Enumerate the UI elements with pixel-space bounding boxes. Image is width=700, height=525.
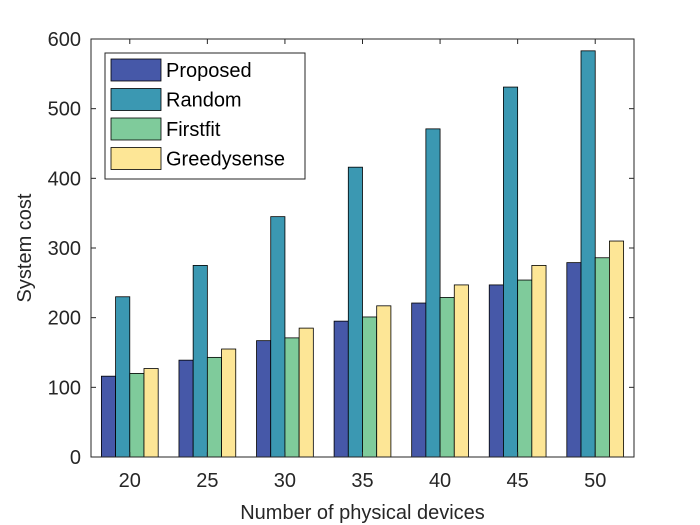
bar-proposed-25 — [178, 359, 194, 458]
bar-firstfit-30 — [284, 337, 300, 458]
x-tick-label: 35 — [351, 470, 373, 492]
legend-swatch-greedysense — [110, 147, 162, 170]
bar-random-30 — [270, 216, 286, 458]
bar-firstfit-25 — [206, 356, 222, 458]
legend-label-proposed: Proposed — [166, 60, 252, 82]
bar-firstfit-45 — [517, 279, 533, 458]
bar-firstfit-20 — [129, 372, 145, 458]
bar-proposed-50 — [566, 262, 582, 458]
x-tick-label: 50 — [584, 470, 606, 492]
bar-random-50 — [580, 50, 596, 458]
bar-random-20 — [115, 296, 131, 458]
bar-greedysense-30 — [298, 327, 314, 458]
legend-swatch-random — [110, 88, 162, 111]
y-tick-label: 500 — [48, 99, 81, 121]
x-axis-label: Number of physical devices — [240, 502, 485, 524]
legend-label-firstfit: Firstfit — [166, 119, 221, 141]
bar-firstfit-50 — [594, 257, 610, 458]
y-tick-label: 100 — [48, 377, 81, 399]
x-tick-label: 40 — [429, 470, 451, 492]
y-axis-label: System cost — [14, 193, 36, 302]
x-tick-label: 20 — [119, 470, 141, 492]
bar-firstfit-40 — [439, 297, 455, 458]
bar-greedysense-40 — [453, 284, 469, 458]
bar-proposed-30 — [256, 340, 272, 458]
bar-proposed-20 — [100, 375, 116, 458]
bar-greedysense-25 — [221, 348, 237, 458]
legend-label-greedysense: Greedysense — [166, 149, 285, 171]
bar-proposed-40 — [411, 302, 427, 458]
y-tick-label: 200 — [48, 308, 81, 330]
bar-random-35 — [347, 166, 363, 458]
legend: Proposed Random Firstfit Greedysense — [104, 52, 306, 180]
bar-proposed-45 — [488, 284, 504, 458]
x-tick-label: 45 — [507, 470, 529, 492]
bar-greedysense-35 — [376, 305, 392, 458]
legend-swatch-firstfit — [110, 117, 162, 141]
x-tick-label: 30 — [274, 470, 296, 492]
bars-layer — [100, 50, 625, 458]
y-tick-label: 0 — [70, 447, 81, 469]
bar-greedysense-20 — [143, 368, 159, 458]
bar-proposed-35 — [333, 320, 349, 458]
legend-label-random: Random — [166, 90, 242, 112]
bar-greedysense-45 — [531, 265, 547, 458]
y-tick-label: 600 — [48, 29, 81, 51]
bar-greedysense-50 — [609, 240, 625, 458]
x-tick-label: 25 — [196, 470, 218, 492]
bar-firstfit-35 — [362, 316, 378, 458]
bar-random-45 — [503, 86, 519, 458]
y-tick-label: 400 — [48, 168, 81, 190]
legend-swatch-proposed — [110, 58, 162, 82]
bar-random-25 — [192, 265, 208, 458]
bar-random-40 — [425, 128, 441, 458]
y-tick-label: 300 — [48, 238, 81, 260]
